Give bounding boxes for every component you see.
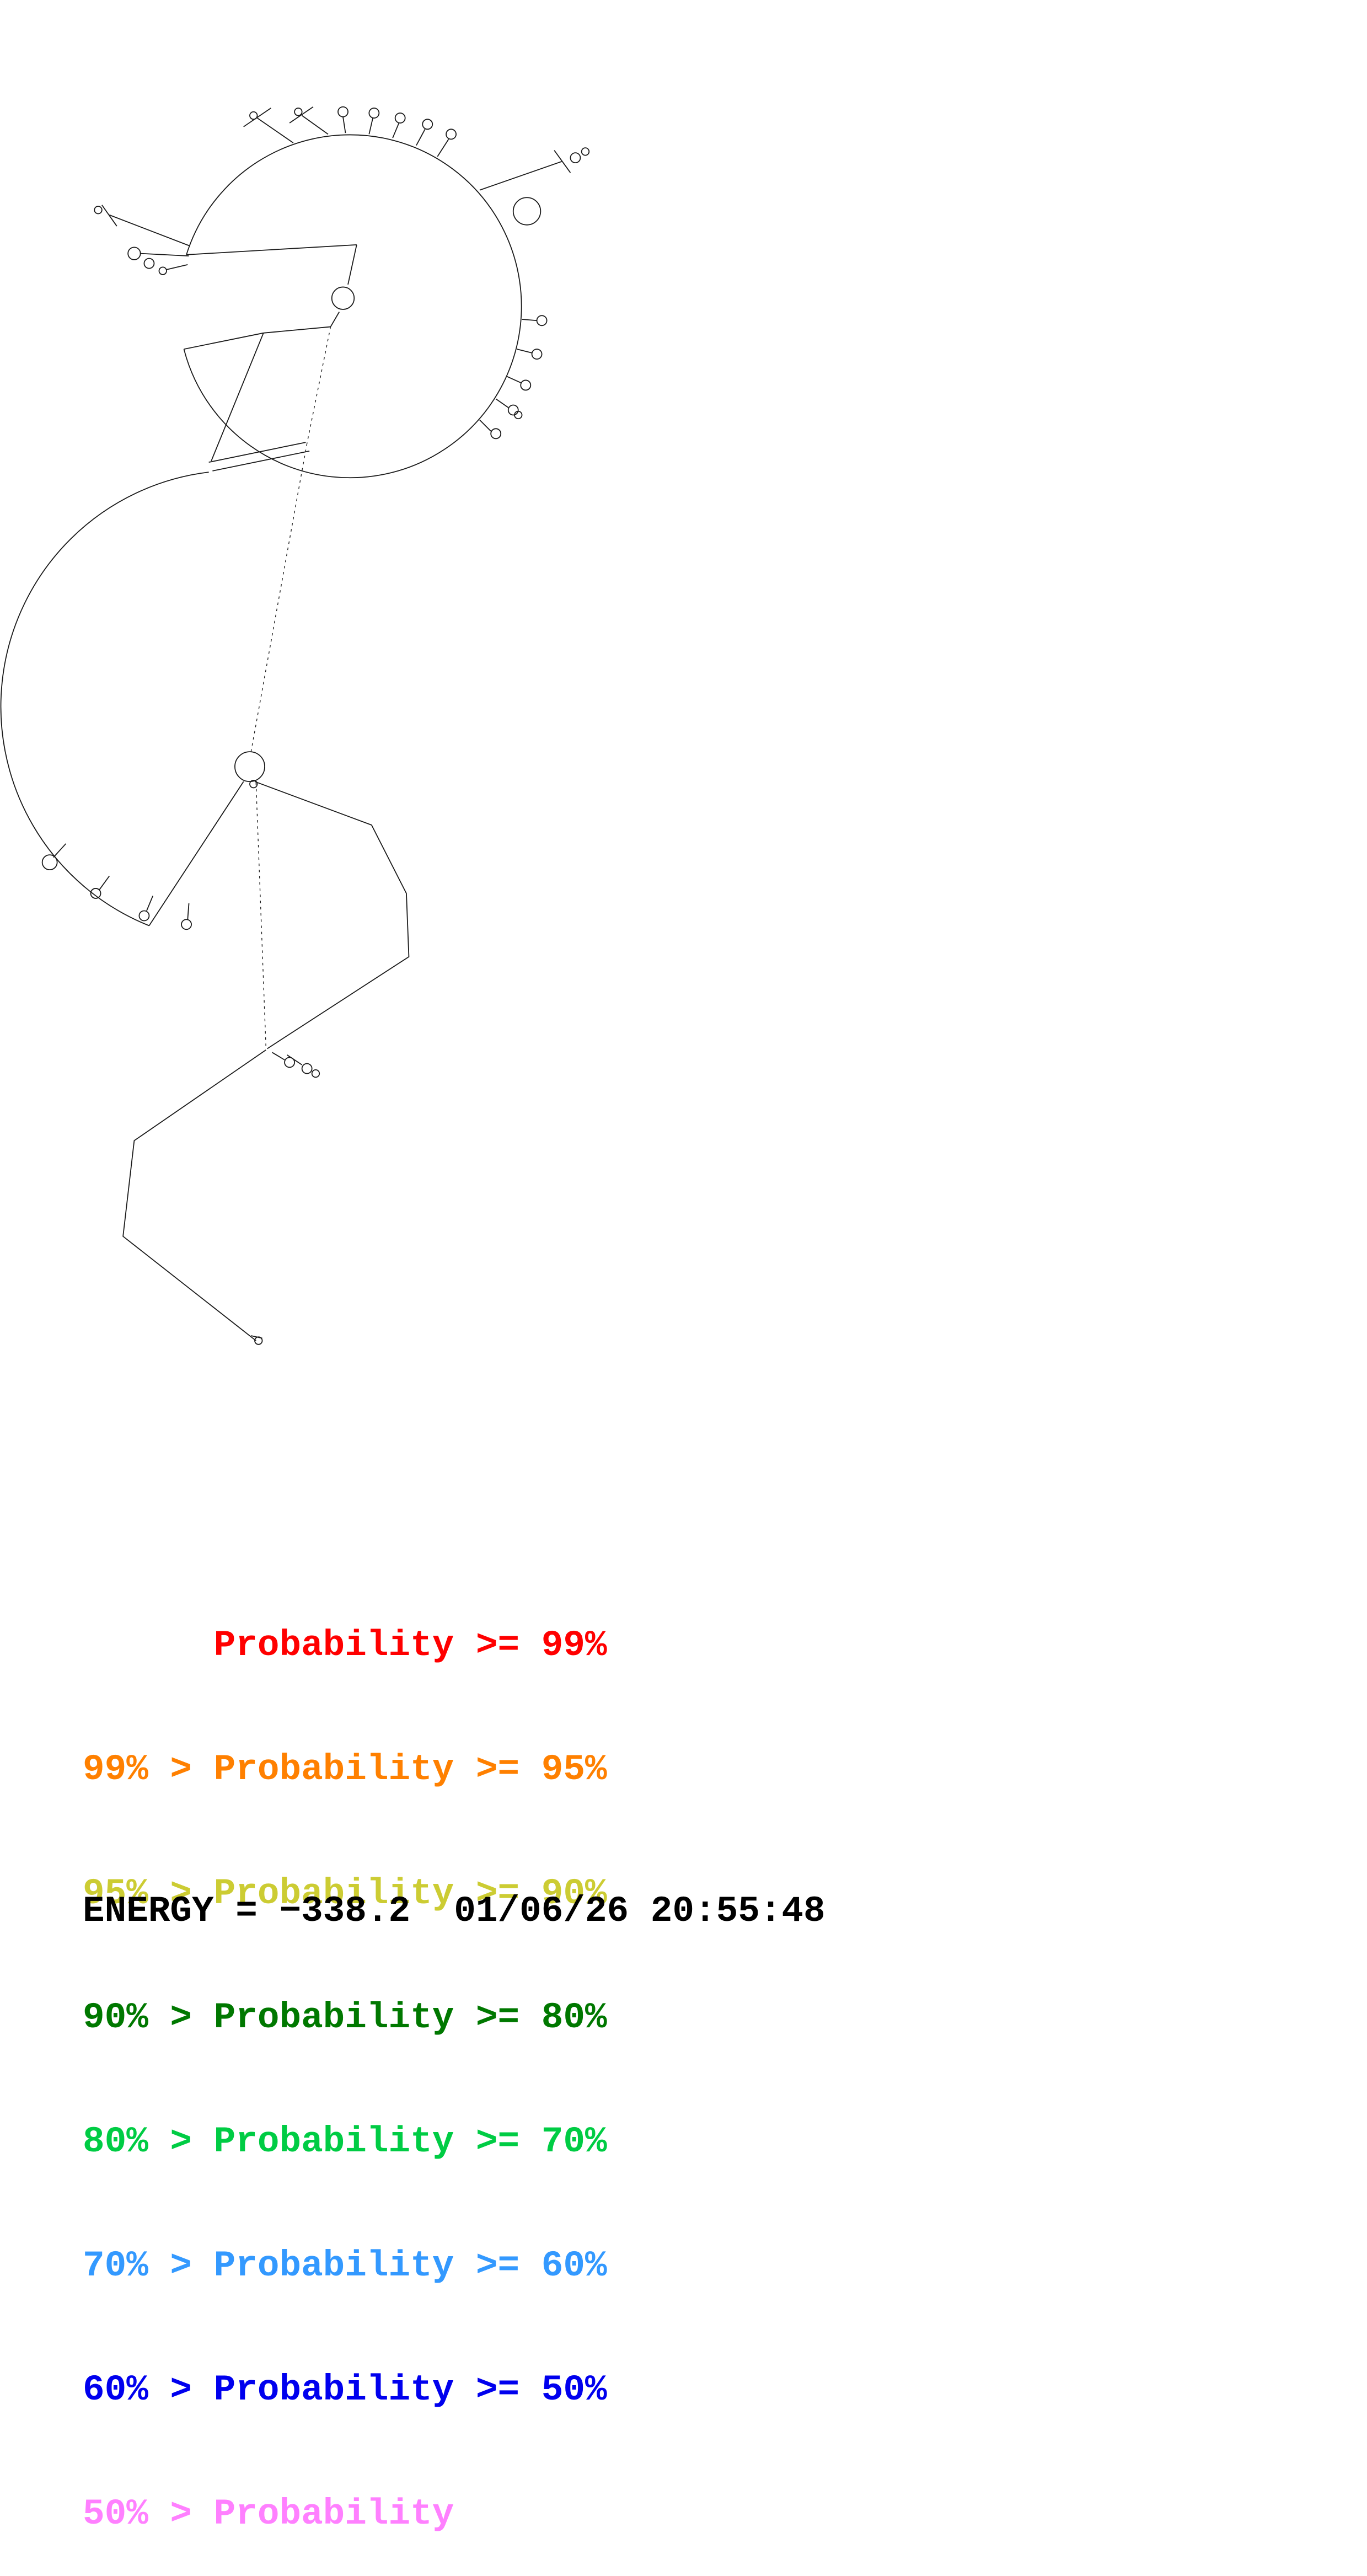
structure-connector-path [306,326,331,444]
structure-path [507,376,521,383]
structure-loop [536,315,548,326]
structure-path [186,244,357,255]
structure-path [437,138,449,157]
structure-path [0,472,209,926]
structure-loop [507,404,519,416]
structure-path [289,106,314,124]
legend-row: 95% > Probability >= 90% [83,1873,607,1914]
structure-loop [581,147,590,156]
structure-path [184,332,264,350]
legend-row: 50% > Probability [83,2493,454,2535]
structure-path [212,450,310,472]
structure-path [256,117,294,143]
structure-path [254,781,410,1049]
structure-path [263,326,331,334]
structure-connector-path [250,443,308,752]
structure-loop [301,1063,313,1074]
structure-path [392,122,400,138]
structure-path [183,134,522,479]
structure-path [99,875,110,890]
structure-loop [181,919,192,930]
rna-structure-plot [0,106,590,1345]
structure-loop [331,286,355,310]
structure-path [148,781,244,926]
structure-loop [138,910,150,922]
structure-path [368,117,373,135]
structure-loop [249,111,258,120]
structure-loop [514,410,523,420]
structure-loop [249,780,258,789]
structure-loop [531,349,543,360]
structure-path [208,442,306,463]
structure-path [101,205,117,227]
structure-loop [512,197,542,226]
structure-loop [234,751,265,783]
structure-path [347,244,357,285]
structure-path [342,116,346,133]
structure-path [109,214,191,247]
structure-loop [94,206,103,215]
structure-loop [520,379,532,391]
structure-path [522,319,537,322]
structure-path [187,903,190,920]
structure-loop [284,1057,296,1068]
structure-loop [90,888,101,899]
structure-loop [337,106,349,117]
structure-loop [368,108,380,119]
probability-legend: Probability >= 99% 99% > Probability >= … [83,1542,607,2576]
structure-loop [570,152,581,164]
structure-loop [422,119,433,130]
structure-path [416,128,426,146]
structure-loop [143,258,155,269]
legend-row: 90% > Probability >= 80% [83,1997,607,2038]
structure-path [211,333,264,462]
structure-connector-path [255,783,266,1048]
legend-row: 70% > Probability >= 60% [83,2245,607,2286]
structure-path [479,419,491,432]
structure-path [554,150,571,173]
structure-loop [294,108,303,116]
energy-readout: ENERGY = −338.2 01/06/26 20:55:48 [83,1891,825,1932]
structure-path [330,312,340,328]
structure-path [146,896,154,911]
legend-row: Probability >= 99% [83,1625,607,1666]
structure-loop [394,113,406,124]
legend-row: 99% > Probability >= 95% [83,1749,607,1790]
legend-row: 80% > Probability >= 70% [83,2121,607,2162]
structure-path [166,264,188,270]
structure-loop [446,128,457,140]
structure-path [140,253,189,257]
structure-loop [41,854,58,871]
structure-loop [490,428,502,440]
structure-loop [127,247,141,260]
structure-loop [254,1336,263,1345]
structure-path [495,398,509,408]
structure-loop [311,1069,320,1078]
legend-row: 60% > Probability >= 50% [83,2369,607,2411]
structure-loop [158,266,167,275]
structure-path [287,1054,303,1065]
structure-path [272,1052,285,1061]
structure-path [479,161,562,191]
structure-path [53,843,67,858]
structure-path [122,1049,266,1341]
structure-path [302,115,329,135]
structure-path [517,349,532,354]
